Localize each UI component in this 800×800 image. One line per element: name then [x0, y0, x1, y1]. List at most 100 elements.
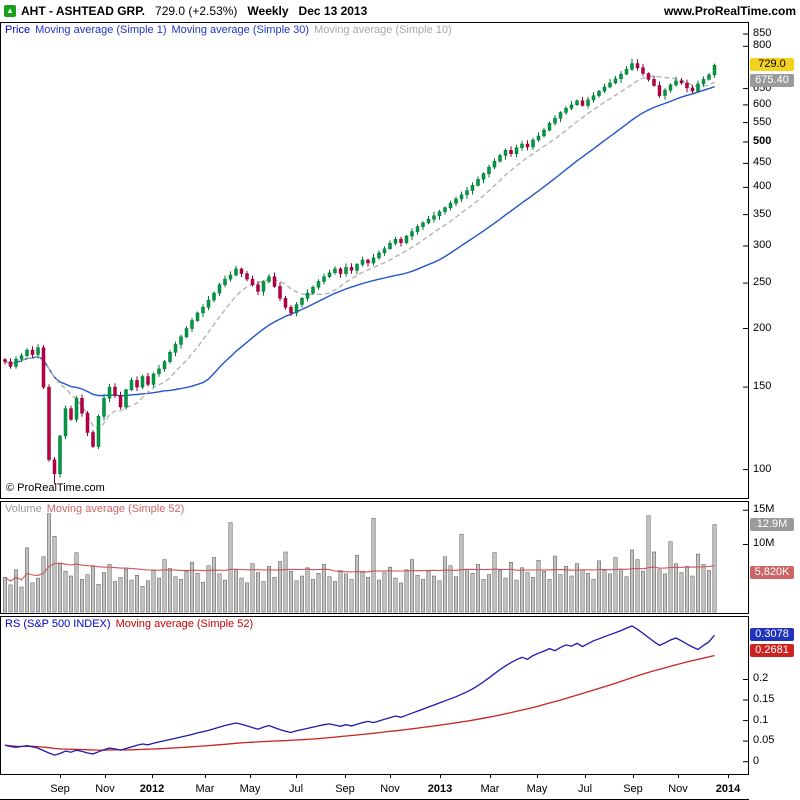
rs-chart[interactable]	[1, 617, 748, 774]
candle	[377, 250, 381, 260]
time-axis-tick-mark	[152, 775, 153, 778]
time-axis-label: Jul	[288, 783, 304, 795]
candle-body	[14, 358, 18, 367]
volume-bar	[399, 582, 403, 613]
volume-bar	[14, 569, 18, 613]
candle	[195, 311, 200, 322]
candle	[679, 78, 684, 85]
volume-bar	[157, 577, 161, 613]
candle	[712, 63, 717, 78]
volume-bar	[503, 577, 508, 613]
volume-bar	[459, 533, 464, 613]
candle-body	[85, 412, 90, 433]
candle-body	[102, 398, 106, 417]
candle	[415, 224, 420, 235]
candle	[146, 373, 150, 387]
volume-bar	[674, 563, 678, 613]
candle-body	[619, 73, 623, 80]
candle	[179, 334, 183, 349]
time-axis-label: Mar	[480, 783, 500, 795]
candle-body	[190, 320, 194, 329]
volume-bar	[223, 579, 227, 613]
candle	[421, 221, 425, 231]
candle	[586, 96, 590, 109]
price-axis-tick: 800	[753, 39, 772, 52]
candle-body	[558, 112, 563, 119]
volume-chart[interactable]	[1, 502, 748, 613]
time-axis-label: Sep	[50, 783, 70, 795]
volume-bar	[558, 574, 563, 613]
prorealtime-link[interactable]: www.ProRealTime.com	[663, 4, 796, 18]
volume-bar	[217, 573, 222, 613]
candle-body	[707, 74, 711, 80]
volume-bar	[525, 572, 530, 613]
candle	[113, 383, 117, 398]
candle	[465, 187, 469, 199]
volume-bar	[586, 573, 590, 613]
volume-bar	[250, 563, 255, 613]
price-chart[interactable]	[1, 23, 748, 498]
time-axis-label: Sep	[335, 783, 355, 795]
volume-bar	[256, 572, 260, 613]
volume-bar	[454, 576, 458, 613]
candle	[41, 345, 46, 389]
candle	[443, 206, 447, 215]
candle	[52, 457, 57, 485]
candle	[470, 182, 475, 195]
time-axis-tick-mark	[345, 775, 346, 778]
candle	[234, 265, 238, 277]
candle	[300, 297, 304, 308]
candle	[685, 79, 689, 93]
candle	[80, 394, 84, 417]
candle-body	[305, 292, 310, 299]
volume-bar	[113, 581, 117, 613]
time-axis-label: May	[239, 783, 261, 795]
value-axis-gutter: 850 800 650 600 550 500 450 400 350 300 250 200 150 1…	[749, 0, 800, 800]
volume-bar	[305, 567, 310, 613]
time-axis-label: Nov	[668, 783, 688, 795]
candle-body	[322, 276, 326, 282]
candle	[668, 83, 673, 93]
price-axis-tick: 500	[753, 134, 772, 147]
candle	[382, 246, 387, 256]
time-axis-tick-mark	[60, 775, 61, 778]
candle	[536, 132, 541, 142]
candle-body	[547, 123, 552, 131]
candle-body	[338, 268, 343, 274]
volume-bar	[531, 577, 535, 613]
candle	[140, 374, 145, 390]
time-axis-tick-mark	[250, 775, 251, 778]
volume-bar	[261, 581, 266, 613]
candle	[476, 176, 480, 187]
candle-body	[91, 432, 95, 447]
candle-body	[520, 143, 524, 148]
volume-bar	[184, 570, 189, 613]
volume-bar	[162, 559, 167, 613]
volume-bar	[327, 576, 332, 613]
candle	[316, 279, 321, 290]
candle-body	[316, 281, 321, 288]
candle-body	[36, 347, 40, 355]
volume-bar	[569, 575, 574, 613]
candle-body	[542, 129, 546, 137]
up-arrow-icon: ▲	[4, 5, 16, 17]
volume-bar	[690, 575, 695, 613]
candle-body	[294, 304, 299, 314]
last-volume-badge: 12.9M	[750, 517, 794, 531]
time-axis-label: 2012	[139, 783, 165, 795]
candle-body	[415, 226, 420, 232]
candle-body	[69, 408, 73, 420]
rs-axis-tick: 0.2	[753, 672, 769, 685]
ma-value-badge: 675.40	[750, 73, 794, 87]
candle-body	[602, 86, 607, 92]
volume-bar	[47, 513, 51, 613]
candle	[690, 85, 695, 94]
candle	[135, 376, 139, 392]
volume-bar	[278, 561, 282, 613]
volume-bar	[140, 586, 145, 613]
volume-bar	[41, 556, 46, 613]
candle	[322, 273, 326, 285]
last-price-badge: 729.0	[750, 58, 794, 72]
candle-body	[146, 376, 150, 385]
time-axis-tick-mark	[296, 775, 297, 778]
